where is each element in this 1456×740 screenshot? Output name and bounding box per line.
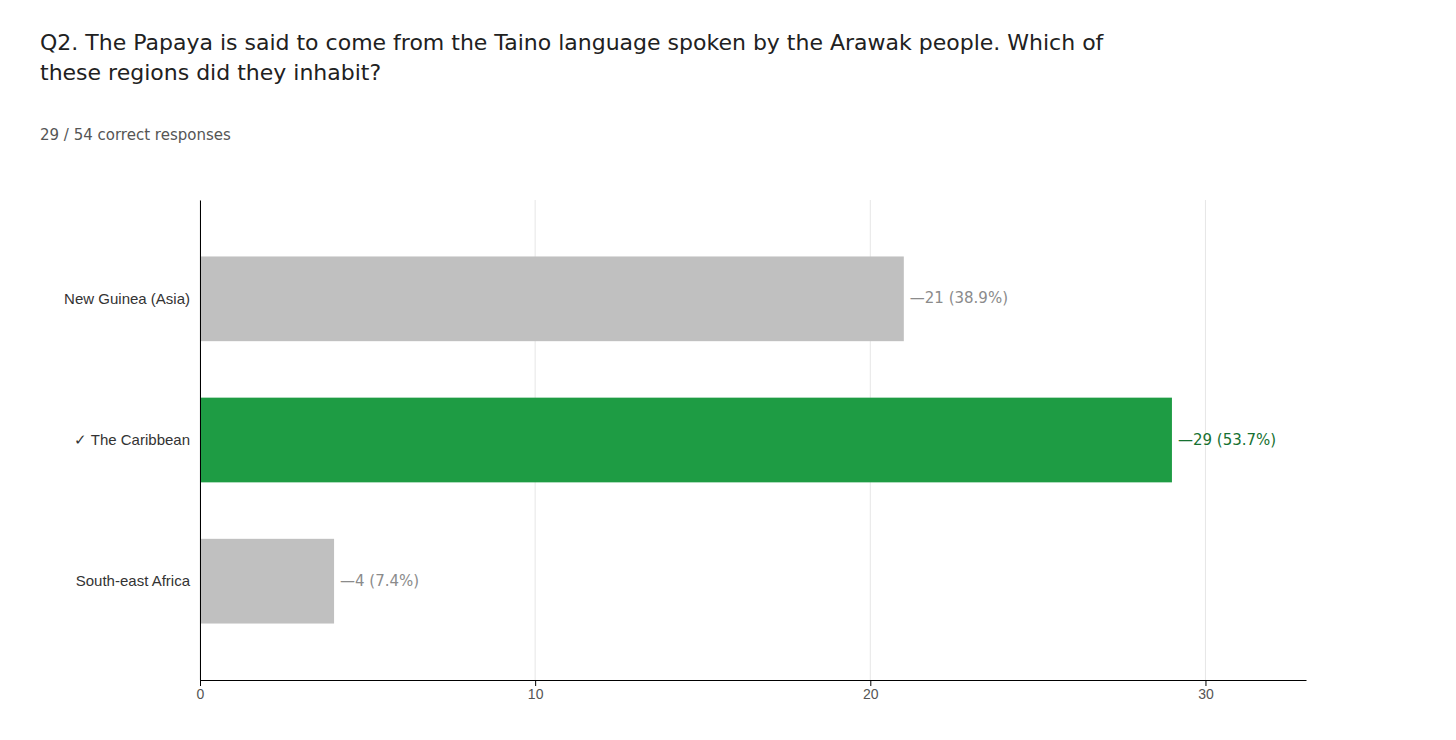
grid-line: [200, 200, 201, 680]
axis-line: [201, 680, 1307, 681]
bar: [200, 256, 904, 341]
tick-label: New Guinea (Asia): [64, 290, 190, 307]
data-label: —29 (53.7%): [1178, 431, 1276, 449]
title-line: these regions did they inhabit?: [40, 60, 381, 85]
tick-label: South-east Africa: [76, 572, 191, 589]
tick-label: 30: [1198, 686, 1214, 702]
data-labels: —21 (38.9%) —29 (53.7%) —4 (7.4%): [340, 289, 1276, 589]
bar: [200, 539, 334, 624]
tick-label: 0: [197, 686, 205, 702]
data-label: —4 (7.4%): [340, 572, 419, 590]
chart-container: Q2. The Papaya is said to come from the …: [0, 0, 1456, 740]
tick: 10: [528, 680, 544, 702]
title: Q2. The Papaya is said to come from the …: [40, 30, 1105, 85]
tick-label: 20: [863, 686, 879, 702]
bars: [200, 256, 1172, 623]
tick: ✓ The Caribbean: [74, 431, 190, 448]
value-axis: 0 10 20 30: [197, 680, 1307, 702]
tick-label: 10: [528, 686, 544, 702]
tick: 30: [1198, 680, 1214, 702]
plot: 0 10 20 30 New Guinea (Asia) ✓ The Caribbean S…: [64, 200, 1306, 702]
subtitle: 29 / 54 correct responses: [40, 126, 231, 144]
tick: 20: [863, 680, 879, 702]
tick: 0: [197, 680, 205, 702]
title-line: Q2. The Papaya is said to come from the …: [40, 30, 1105, 55]
grid: [200, 200, 1205, 680]
data-label: —21 (38.9%): [910, 289, 1008, 307]
tick: South-east Africa: [76, 572, 191, 589]
chart-svg: Q2. The Papaya is said to come from the …: [0, 0, 1456, 740]
tick-label: ✓ The Caribbean: [74, 431, 190, 448]
category-axis: New Guinea (Asia) ✓ The Caribbean South-ea…: [64, 201, 200, 681]
axis-line: [200, 201, 201, 681]
tick: New Guinea (Asia): [64, 290, 190, 307]
bar: [200, 398, 1172, 483]
